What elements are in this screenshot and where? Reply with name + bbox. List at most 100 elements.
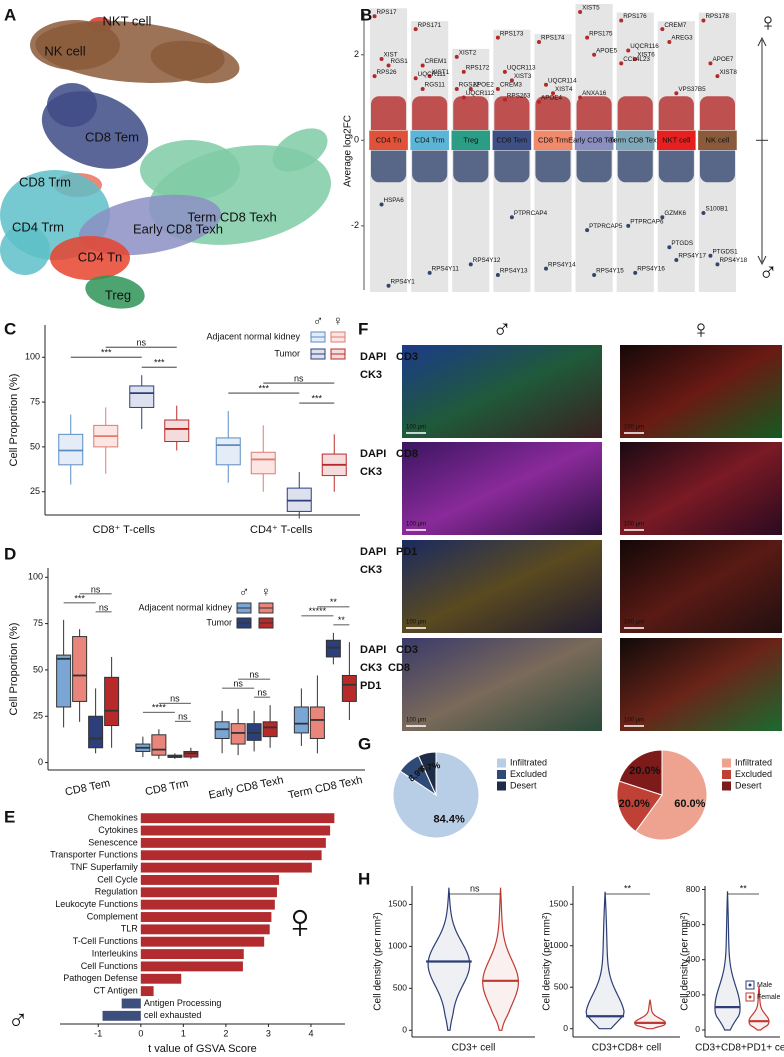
cluster-label: CD8 Trm bbox=[19, 174, 71, 189]
box bbox=[72, 636, 88, 702]
stain-label: CD3 bbox=[396, 351, 418, 363]
significance-label: ** bbox=[624, 883, 632, 893]
male-symbol: ♂ bbox=[8, 1004, 29, 1035]
gene-label: RPS175 bbox=[589, 30, 613, 37]
gene-label: RPS4Y13 bbox=[500, 268, 528, 275]
cluster-region bbox=[30, 20, 120, 70]
bar-label: Leukocyte Functions bbox=[55, 899, 138, 909]
significance-label: ns bbox=[249, 670, 259, 680]
legend-label: Male bbox=[757, 982, 772, 989]
gene-point bbox=[537, 39, 541, 44]
legend-symbol: ♀ bbox=[261, 584, 272, 600]
y-tick-label: 600 bbox=[686, 919, 700, 929]
stain-label: CD3 bbox=[396, 644, 418, 656]
point-cloud bbox=[617, 142, 653, 183]
category-label: CD8 Tem bbox=[496, 135, 527, 144]
cluster-region bbox=[85, 275, 145, 309]
gene-point bbox=[372, 74, 377, 79]
gene-label: PTPRCAP6 bbox=[630, 219, 664, 226]
microscopy-image bbox=[402, 638, 602, 731]
gene-label: RPS178 bbox=[705, 13, 729, 20]
gene-label: GZMK6 bbox=[664, 210, 686, 217]
point-cloud bbox=[699, 96, 735, 139]
scale-bar-label: 100 μm bbox=[624, 522, 644, 528]
y-axis-label: Cell density (per mm²) bbox=[542, 912, 553, 1010]
gene-label: PTPRCAP4 bbox=[514, 210, 548, 217]
x-tick-label: 2 bbox=[223, 1028, 228, 1038]
legend-swatch bbox=[745, 980, 755, 990]
x-axis-label: t value of GSVA Score bbox=[148, 1043, 257, 1055]
legend-symbol: ♀ bbox=[333, 313, 344, 329]
violin bbox=[585, 891, 625, 1030]
gene-label: APOE2 bbox=[473, 82, 494, 89]
y-tick-label: 0 bbox=[563, 1023, 568, 1033]
gene-point bbox=[585, 35, 590, 40]
gene-point bbox=[420, 86, 425, 91]
x-tick-label: Term CD8 Texh bbox=[287, 774, 363, 801]
x-tick-label: 0 bbox=[138, 1028, 143, 1038]
significance-label: ns bbox=[257, 688, 267, 698]
gene-point bbox=[413, 76, 418, 81]
gene-label: RPS17 bbox=[377, 9, 397, 16]
bar-label: TNF Superfamily bbox=[70, 862, 138, 872]
category-box bbox=[615, 130, 656, 151]
point-cloud bbox=[535, 96, 571, 139]
category-box bbox=[409, 130, 450, 151]
y-tick-label: 100 bbox=[25, 352, 40, 362]
box bbox=[293, 706, 309, 734]
microscopy-image bbox=[620, 638, 782, 731]
stain-label: DAPI bbox=[360, 644, 386, 656]
microscopy-image bbox=[402, 345, 602, 438]
legend-swatch bbox=[497, 770, 506, 779]
gene-label: RPS4Y11 bbox=[432, 266, 460, 273]
point-cloud bbox=[494, 96, 530, 139]
box bbox=[250, 451, 276, 475]
point-cloud bbox=[371, 96, 407, 139]
x-tick-label: CD8 Trm bbox=[144, 777, 190, 798]
gene-label: RPS4Y1 bbox=[391, 278, 416, 285]
gene-label: UQCR112 bbox=[466, 90, 495, 97]
bar bbox=[140, 924, 270, 935]
box bbox=[56, 654, 72, 708]
bar-label: Complement bbox=[87, 911, 139, 921]
x-axis-label: CD3+ cell bbox=[452, 1043, 496, 1054]
bar-label: Cytokines bbox=[98, 825, 138, 835]
y-tick-label: 500 bbox=[554, 981, 568, 991]
gene-point bbox=[674, 258, 679, 263]
y-tick-label: 50 bbox=[33, 664, 43, 674]
gene-point bbox=[495, 86, 500, 91]
box bbox=[246, 723, 262, 741]
gene-label: PTGDS1 bbox=[712, 248, 738, 255]
gene-point bbox=[626, 223, 631, 228]
box bbox=[104, 676, 120, 727]
panel-label: H bbox=[358, 869, 370, 888]
gene-label: UQCR111 bbox=[418, 71, 447, 78]
gene-label: APOE7 bbox=[712, 56, 733, 63]
gene-point bbox=[468, 262, 473, 267]
x-tick-label: CD4⁺ T-cells bbox=[250, 524, 313, 536]
y-tick-label: 50 bbox=[30, 441, 40, 451]
gene-point bbox=[708, 253, 713, 258]
violin bbox=[634, 999, 667, 1030]
y-axis-label: Cell Proportion (%) bbox=[8, 374, 20, 467]
gene-point bbox=[509, 215, 514, 220]
gene-point bbox=[379, 57, 384, 62]
gene-label: RPS176 bbox=[623, 13, 647, 20]
stain-label: CK3 bbox=[360, 662, 382, 674]
significance-label: ** bbox=[338, 615, 346, 625]
gene-point bbox=[660, 215, 665, 220]
category-box bbox=[492, 130, 532, 151]
box bbox=[325, 639, 341, 658]
gene-label: CREM7 bbox=[664, 22, 687, 29]
cluster-region bbox=[47, 83, 97, 127]
significance-label: ns bbox=[178, 712, 188, 722]
significance-label: ns bbox=[91, 584, 101, 594]
legend-dot bbox=[748, 983, 752, 987]
gene-point bbox=[537, 99, 541, 104]
legend-symbol: ♂ bbox=[239, 584, 250, 600]
category-label: Term CD8 Texh bbox=[609, 135, 661, 144]
gene-point bbox=[667, 39, 672, 44]
bar-label: T-Cell Functions bbox=[73, 936, 139, 946]
gene-label: CCL4L23 bbox=[623, 56, 650, 63]
